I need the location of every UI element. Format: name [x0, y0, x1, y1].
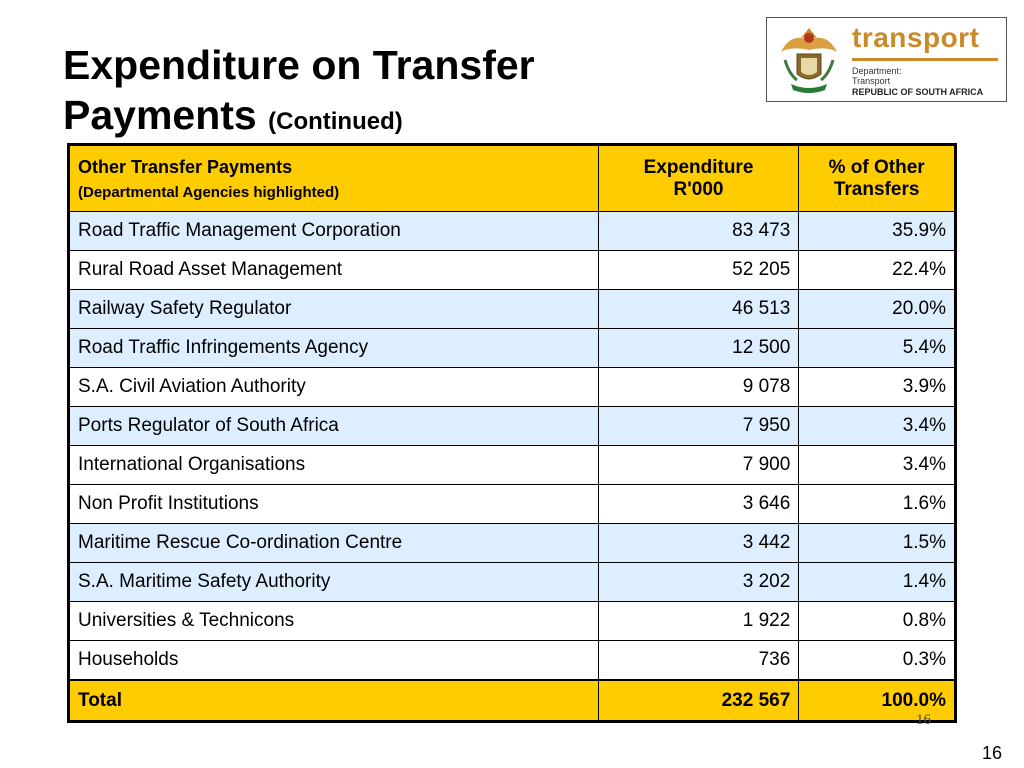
header-col1-label: Other Transfer Payments: [78, 156, 293, 177]
row-percent-cell: 1.4%: [798, 562, 956, 602]
row-percent-cell: 3.9%: [798, 367, 956, 407]
logo-brand: transport: [852, 22, 980, 53]
row-percent-cell: 1.6%: [798, 484, 956, 524]
row-expenditure-cell: 7 900: [597, 445, 800, 485]
table-row: Universities & Technicons 1 922 0.8%: [68, 601, 956, 641]
coat-of-arms-icon: [781, 28, 837, 93]
row-name-cell: Universities & Technicons: [68, 601, 599, 641]
transfer-payments-table: Other Transfer Payments (Departmental Ag…: [67, 143, 957, 723]
row-expenditure-cell: 736: [597, 640, 800, 681]
row-expenditure-cell: 9 078: [597, 367, 800, 407]
table-row: Road Traffic Management Corporation 83 47…: [68, 211, 956, 251]
row-name-cell: Maritime Rescue Co-ordination Centre: [68, 523, 599, 563]
header-col2-line1: Expenditure: [643, 156, 754, 178]
header-col1-note: (Departmental Agencies highlighted): [78, 183, 340, 201]
row-percent-cell: 3.4%: [798, 445, 956, 485]
total-percent-cell: 100.0%: [798, 679, 956, 722]
row-percent-cell: 0.8%: [798, 601, 956, 641]
table-row: Ports Regulator of South Africa 7 950 3.4%: [68, 406, 956, 446]
row-name-cell: S.A. Maritime Safety Authority: [68, 562, 599, 602]
row-percent-cell: 0.3%: [798, 640, 956, 681]
row-name-cell: Road Traffic Infringements Agency: [68, 328, 599, 368]
logo-department: Department:: [852, 66, 902, 76]
header-col3-line2: Transfers: [833, 178, 920, 200]
table-row: Rural Road Asset Management 52 205 22.4%: [68, 250, 956, 290]
title-subtitle: (Continued): [268, 108, 403, 135]
logo-country: REPUBLIC OF SOUTH AFRICA: [852, 87, 984, 97]
row-percent-cell: 5.4%: [798, 328, 956, 368]
title-line-1: Expenditure on Transfer: [63, 42, 535, 88]
row-name-cell: Rural Road Asset Management: [68, 250, 599, 290]
header-percent: % of Other Transfers: [798, 144, 956, 212]
logo-transport: Transport: [852, 76, 891, 86]
table-header-row: Other Transfer Payments (Departmental Ag…: [68, 144, 956, 212]
row-name-cell: International Organisations: [68, 445, 599, 485]
header-transfer-payments: Other Transfer Payments (Departmental Ag…: [68, 144, 599, 212]
logo-divider: [852, 58, 998, 61]
row-expenditure-cell: 52 205: [597, 250, 800, 290]
row-name-cell: Road Traffic Management Corporation: [68, 211, 599, 251]
row-expenditure-cell: 1 922: [597, 601, 800, 641]
row-expenditure-cell: 46 513: [597, 289, 800, 329]
row-percent-cell: 22.4%: [798, 250, 956, 290]
row-name-cell: Non Profit Institutions: [68, 484, 599, 524]
inner-page-number: 16: [916, 712, 931, 728]
table-row: International Organisations 7 900 3.4%: [68, 445, 956, 485]
table-row: Road Traffic Infringements Agency 12 500 5…: [68, 328, 956, 368]
row-expenditure-cell: 3 202: [597, 562, 800, 602]
row-percent-cell: 3.4%: [798, 406, 956, 446]
row-expenditure-cell: 3 646: [597, 484, 800, 524]
row-name-cell: S.A. Civil Aviation Authority: [68, 367, 599, 407]
row-percent-cell: 1.5%: [798, 523, 956, 563]
total-expenditure-cell: 232 567: [597, 679, 800, 722]
row-expenditure-cell: 83 473: [597, 211, 800, 251]
row-name-cell: Ports Regulator of South Africa: [68, 406, 599, 446]
table-row: Maritime Rescue Co-ordination Centre 3 44…: [68, 523, 956, 563]
header-col2-line2: R'000: [673, 178, 724, 200]
row-name-cell: Households: [68, 640, 599, 681]
total-label-cell: Total: [68, 679, 599, 722]
table-row: Non Profit Institutions 3 646 1.6%: [68, 484, 956, 524]
table-row: Households 736 0.3%: [68, 640, 956, 681]
table-total-row: Total 232 567 100.0%: [68, 679, 956, 722]
header-col3-line1: % of Other: [828, 156, 925, 178]
table-row: S.A. Maritime Safety Authority 3 202 1.4%: [68, 562, 956, 602]
row-percent-cell: 35.9%: [798, 211, 956, 251]
header-expenditure: Expenditure R'000: [597, 144, 800, 212]
title-main: Payments: [63, 92, 257, 138]
row-name-cell: Railway Safety Regulator: [68, 289, 599, 329]
row-expenditure-cell: 3 442: [597, 523, 800, 563]
department-logo: transport Department: Transport REPUBLIC…: [766, 17, 1007, 102]
slide-title: Expenditure on Transfer Payments (Contin…: [63, 40, 535, 147]
row-expenditure-cell: 7 950: [597, 406, 800, 446]
row-percent-cell: 20.0%: [798, 289, 956, 329]
row-expenditure-cell: 12 500: [597, 328, 800, 368]
page-number: 16: [981, 743, 1002, 763]
table-row: Railway Safety Regulator 46 513 20.0%: [68, 289, 956, 329]
title-line-2: Payments (Continued): [63, 90, 535, 147]
table-row: S.A. Civil Aviation Authority 9 078 3.9%: [68, 367, 956, 407]
